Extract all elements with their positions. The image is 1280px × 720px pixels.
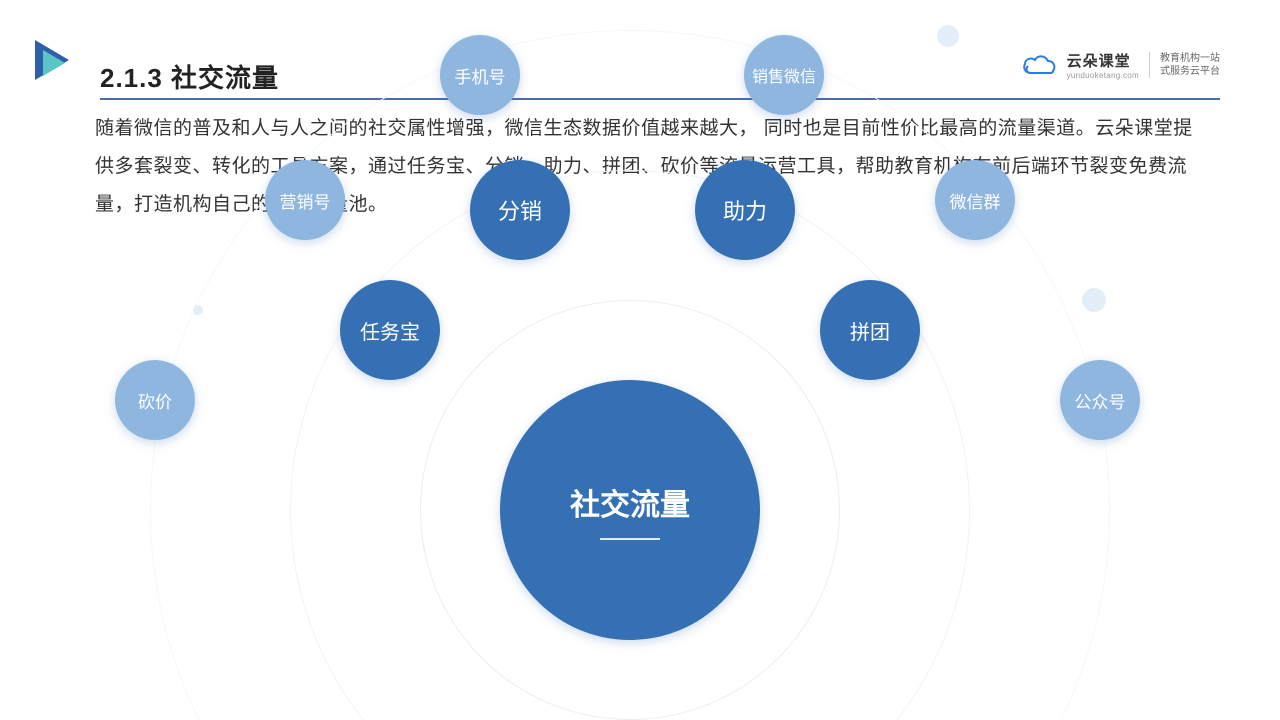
- play-icon: [35, 40, 79, 85]
- center-underline: [600, 538, 660, 540]
- tagline-line2: 式服务云平台: [1160, 65, 1220, 78]
- node-label: 拼团: [850, 316, 890, 345]
- node-label: 分销: [498, 194, 542, 226]
- decorative-dot: [193, 305, 203, 315]
- node-label: 销售微信: [752, 63, 816, 87]
- brand-logo: 云朵课堂 yunduoketang.com 教育机构一站 式服务云平台: [1021, 50, 1220, 80]
- node-label: 营销号: [280, 188, 331, 213]
- decorative-dot: [1082, 288, 1106, 312]
- outer-node: 销售微信: [744, 35, 824, 115]
- outer-node: 微信群: [935, 160, 1015, 240]
- node-label: 公众号: [1075, 388, 1126, 413]
- node-label: 任务宝: [360, 316, 420, 345]
- inner-node: 分销: [470, 160, 570, 260]
- outer-node: 公众号: [1060, 360, 1140, 440]
- logo-domain: yunduoketang.com: [1067, 71, 1139, 80]
- inner-node: 助力: [695, 160, 795, 260]
- outer-node: 营销号: [265, 160, 345, 240]
- radial-diagram: 社交流量任务宝分销助力拼团砍价营销号手机号销售微信微信群公众号: [0, 230, 1280, 720]
- node-label: 助力: [723, 194, 767, 226]
- logo-tagline: 教育机构一站 式服务云平台: [1160, 52, 1220, 78]
- outer-node: 手机号: [440, 35, 520, 115]
- decorative-dot: [937, 25, 959, 47]
- node-label: 社交流量: [570, 480, 690, 524]
- outer-node: 砍价: [115, 360, 195, 440]
- tagline-line1: 教育机构一站: [1160, 52, 1220, 65]
- node-label: 微信群: [950, 188, 1001, 213]
- inner-node: 拼团: [820, 280, 920, 380]
- logo-divider: [1149, 52, 1150, 78]
- logo-brand-name: 云朵课堂: [1067, 50, 1139, 71]
- node-label: 手机号: [455, 63, 506, 88]
- logo-text: 云朵课堂 yunduoketang.com: [1067, 50, 1139, 80]
- center-node-social-traffic: 社交流量: [500, 380, 760, 640]
- section-title: 2.1.3 社交流量: [100, 58, 279, 95]
- node-label: 砍价: [138, 388, 172, 413]
- cloud-icon: [1021, 53, 1057, 77]
- inner-node: 任务宝: [340, 280, 440, 380]
